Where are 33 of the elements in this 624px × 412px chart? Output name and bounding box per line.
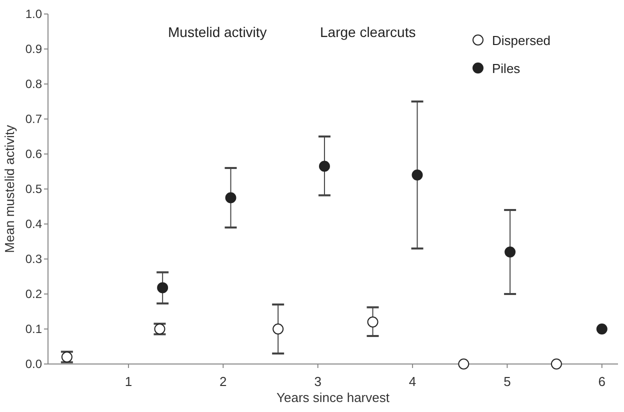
point — [157, 282, 168, 294]
point — [596, 324, 608, 334]
point — [412, 170, 423, 180]
x-axis-title: Years since harvest — [276, 390, 390, 405]
point — [458, 358, 470, 370]
point — [367, 316, 378, 328]
y-tick-label: 0.1 — [25, 322, 42, 336]
legend-label: Dispersed — [492, 33, 551, 48]
x-tick-label: 5 — [504, 374, 511, 389]
x-tick-label: 4 — [408, 374, 416, 389]
y-tick-label: 1.0 — [25, 7, 42, 21]
point — [550, 358, 562, 370]
x-tick-label: 1 — [124, 374, 132, 389]
y-tick-label: 0.3 — [25, 252, 42, 266]
y-tick-label: 0.2 — [25, 287, 42, 301]
annotation: Large clearcuts — [320, 24, 416, 40]
legend-label: Piles — [492, 61, 521, 76]
y-tick-label: 0.9 — [25, 42, 42, 56]
y-tick-label: 0.7 — [25, 112, 42, 126]
x-tick-label: 2 — [220, 374, 227, 389]
x-tick-label: 3 — [314, 374, 322, 389]
point — [272, 324, 284, 334]
y-tick-label: 0.5 — [25, 182, 42, 196]
y-tick-label: 0.0 — [25, 357, 42, 371]
y-tick-label: 0.4 — [25, 217, 42, 231]
point — [225, 192, 236, 204]
x-tick-label: 6 — [598, 374, 606, 389]
point — [504, 246, 516, 258]
point — [318, 160, 330, 172]
y-tick-label: 0.8 — [25, 77, 42, 91]
y-tick-label: 0.6 — [25, 147, 42, 161]
y-axis-title: Mean mustelid activity — [2, 124, 17, 253]
annotation: Mustelid activity — [168, 24, 267, 40]
